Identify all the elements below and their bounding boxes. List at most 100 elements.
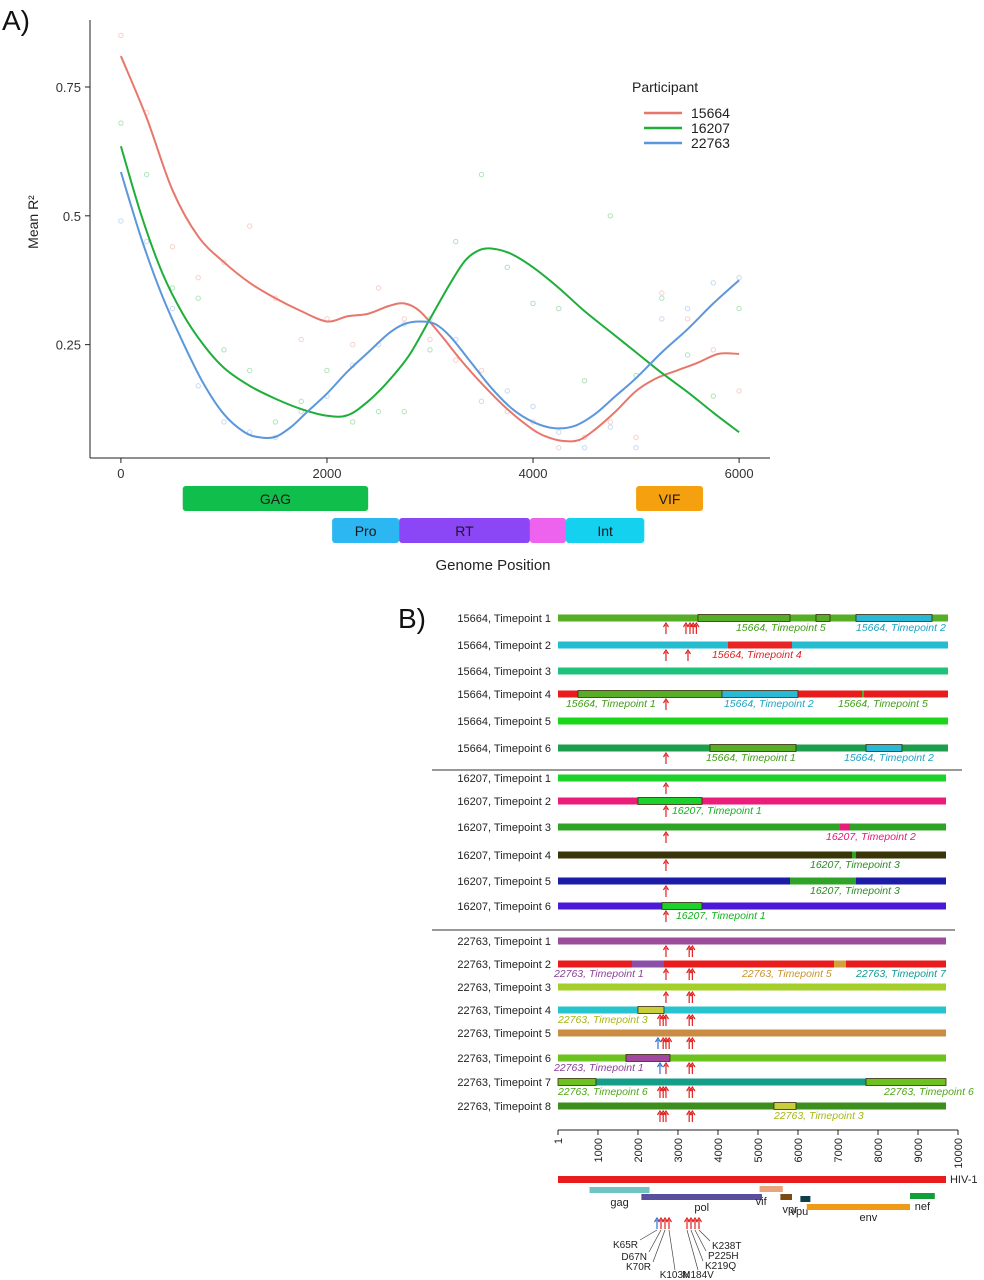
mutation-arrow-head — [686, 1085, 693, 1092]
track-row: 15664, Timepoint 6 15664, Timepoint 1 1566… — [457, 743, 948, 764]
mutation-arrow-head — [666, 1036, 673, 1043]
legend-label: 15664 — [691, 105, 730, 121]
track-label: 16207, Timepoint 6 — [457, 901, 551, 913]
track-row: 22763, Timepoint 4 22763, Timepoint 3 — [457, 1005, 946, 1026]
gene-label: vpr — [783, 1204, 799, 1216]
track-row: 16207, Timepoint 2 16207, Timepoint 1 — [457, 796, 946, 817]
mutation-arrow-head — [684, 648, 691, 655]
mutation-arrow-head — [662, 909, 669, 916]
track-row: 22763, Timepoint 7 22763, Timepoint 6 2276… — [457, 1077, 974, 1098]
segment-source-label: 16207, Timepoint 2 — [826, 831, 916, 843]
segment-source-label: 16207, Timepoint 3 — [810, 859, 900, 871]
y-tick-label: 0.75 — [56, 80, 81, 95]
track-bar — [558, 1006, 946, 1014]
track-row: 16207, Timepoint 3 16207, Timepoint 2 — [457, 822, 946, 843]
gene-box-label: Pro — [355, 523, 377, 539]
mutation-leader-line — [698, 1229, 711, 1242]
track-bar — [558, 851, 946, 859]
mutation-label: K70R — [626, 1262, 651, 1273]
x-axis-title: Genome Position — [435, 557, 550, 574]
track-bar — [558, 823, 946, 831]
data-point-22763 — [684, 305, 691, 312]
data-point-15664 — [427, 336, 433, 343]
mutation-arrow-head — [689, 967, 696, 974]
track-row: 22763, Timepoint 1 — [457, 936, 946, 957]
data-point-15664 — [478, 367, 485, 374]
data-point-22763 — [556, 429, 562, 435]
drug-resistance-arrow-head — [657, 1216, 665, 1223]
mutation-arrow-head — [660, 1085, 667, 1092]
mutation-arrow-head — [662, 1085, 669, 1092]
recombinant-segment — [861, 690, 864, 698]
data-point-22763 — [736, 274, 742, 281]
track-label: 16207, Timepoint 5 — [457, 876, 551, 888]
panel-a-chart: A) 0 2000 4000 6000 0.25 0.5 0.75 Participant 1… — [2, 5, 770, 574]
gene-box — [636, 486, 704, 511]
mutation-arrow-blue-head — [656, 1061, 663, 1068]
track-row: 16207, Timepoint 5 16207, Timepoint 3 — [457, 876, 946, 897]
gene-label: vpu — [791, 1206, 809, 1218]
track-bar — [558, 1102, 946, 1110]
mutation-arrow-head — [689, 1061, 696, 1068]
data-point-16207 — [118, 120, 124, 126]
series-line-22763 — [119, 171, 740, 440]
mutation-arrow-head — [686, 1061, 693, 1068]
mutation-arrow-head — [662, 1061, 669, 1068]
recombinant-segment — [577, 690, 723, 698]
data-point-16207 — [401, 408, 407, 415]
mutation-arrow-head — [690, 621, 697, 628]
data-point-15664 — [401, 316, 407, 322]
mutation-arrow-head — [662, 884, 669, 891]
mutation-arrow-head — [662, 781, 669, 788]
track-row: 16207, Timepoint 4 16207, Timepoint 3 — [457, 850, 946, 871]
track-bar — [558, 960, 946, 968]
mutation-arrow-head — [662, 621, 669, 628]
segment-source-label: 22763, Timepoint 1 — [553, 1062, 644, 1074]
track-row: 16207, Timepoint 6 16207, Timepoint 1 — [457, 901, 946, 922]
mutation-label: P225H — [708, 1251, 739, 1262]
mutation-arrow-head — [660, 1036, 667, 1043]
gene-box — [182, 486, 369, 511]
data-point-16207 — [375, 408, 382, 415]
segment-source-label: 16207, Timepoint 1 — [672, 805, 762, 817]
data-point-22763 — [710, 280, 717, 286]
gene-box — [399, 518, 530, 543]
drug-resistance-arrow-head — [661, 1216, 669, 1223]
drug-resistance-arrow-head — [691, 1216, 699, 1223]
series-line-15664 — [119, 55, 740, 443]
track-bar — [558, 690, 948, 698]
gene-label: env — [860, 1212, 878, 1224]
track-bar — [558, 902, 946, 910]
data-point-15664 — [710, 347, 717, 353]
mutation-label: D67N — [621, 1252, 647, 1263]
data-point-15664 — [607, 419, 614, 425]
data-point-15664 — [118, 32, 124, 39]
track-bar — [558, 1054, 946, 1062]
data-point-15664 — [581, 434, 588, 441]
track-bar — [558, 1029, 946, 1037]
track-label: 15664, Timepoint 5 — [457, 716, 551, 728]
y-tick-label: 0.5 — [63, 209, 81, 224]
mutation-arrow-head — [656, 1085, 663, 1092]
x-tick-label: 0 — [117, 466, 124, 481]
mutation-arrow-head — [662, 858, 669, 865]
track-label: 16207, Timepoint 2 — [457, 796, 551, 808]
track-bar — [558, 797, 946, 805]
mutation-arrow-head — [662, 967, 669, 974]
mutation-arrow-head — [682, 621, 689, 628]
data-point-16207 — [710, 393, 717, 399]
gene-label: nef — [915, 1201, 931, 1213]
track-label: 22763, Timepoint 6 — [457, 1053, 551, 1065]
data-point-15664 — [169, 244, 176, 250]
genome-axis-tick-label: 5000 — [753, 1138, 765, 1162]
track-row: 15664, Timepoint 4 15664, Timepoint 1 1566… — [457, 689, 948, 710]
track-bar — [558, 717, 948, 725]
recombinant-segment — [637, 797, 703, 805]
x-tick-label: 2000 — [313, 466, 342, 481]
mutation-arrow-head — [662, 648, 669, 655]
gene-label: vif — [756, 1196, 768, 1208]
mutation-label: K219Q — [705, 1261, 736, 1272]
mutation-arrow-head — [689, 1085, 696, 1092]
genome-axis-tick-label: 1 — [553, 1138, 565, 1144]
